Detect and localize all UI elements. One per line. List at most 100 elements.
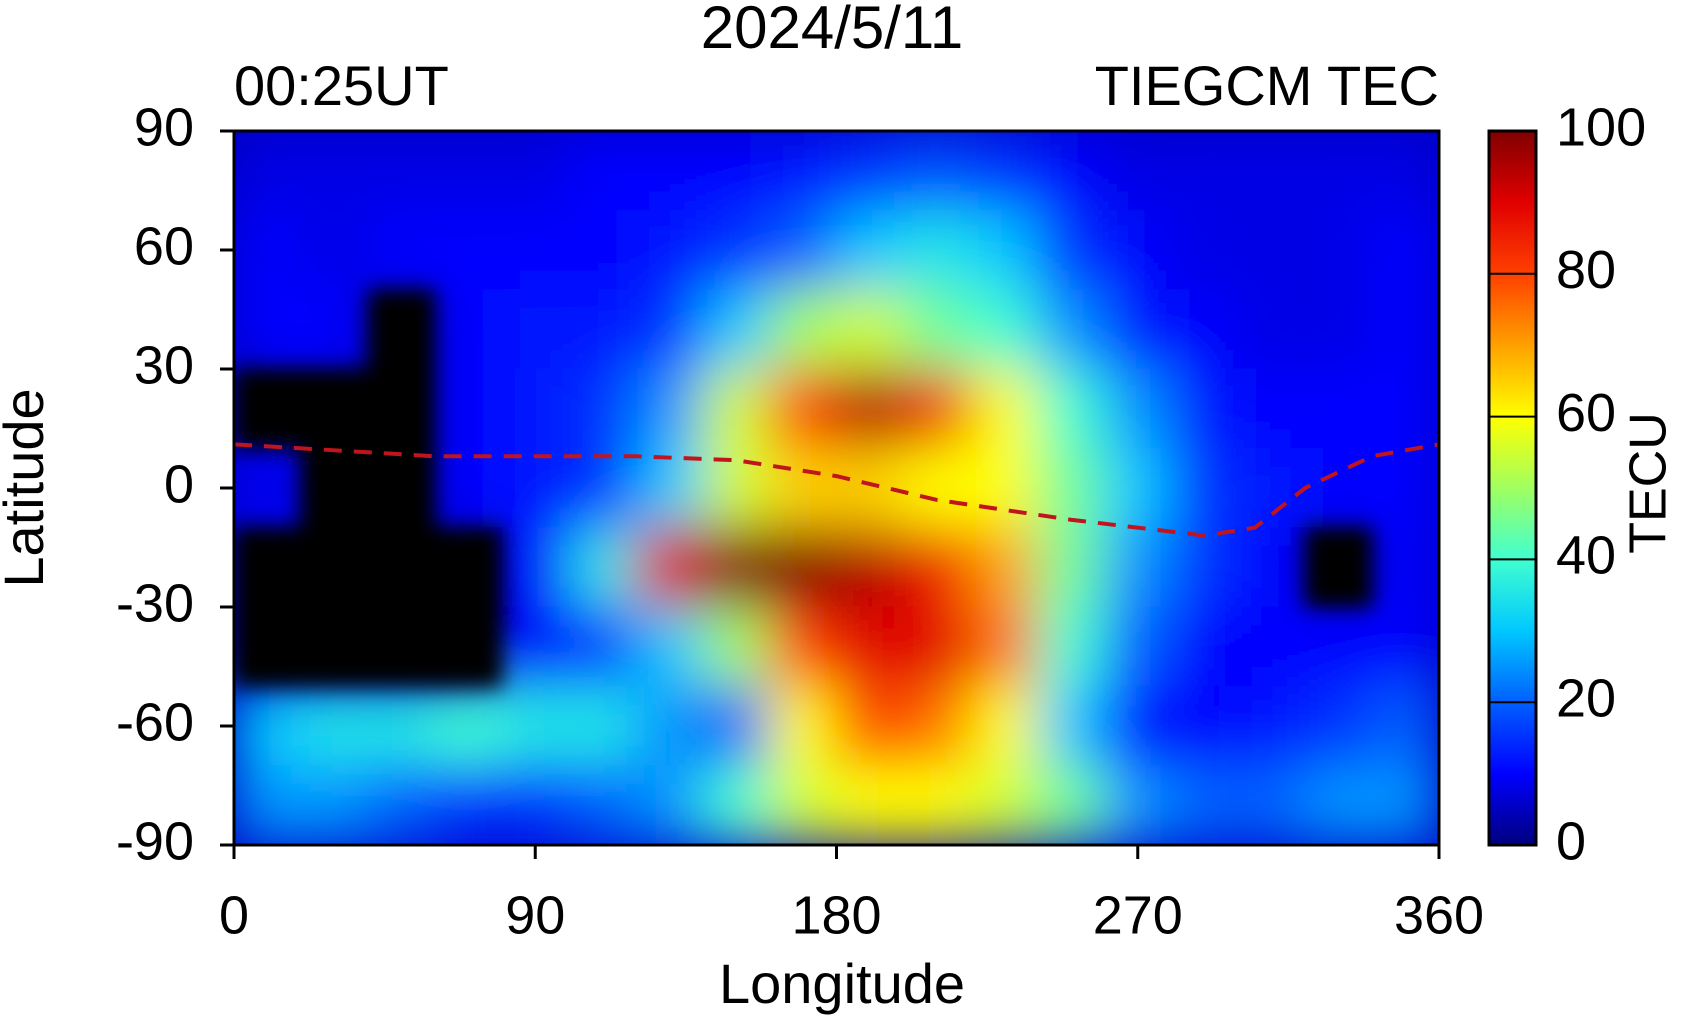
cell xyxy=(1237,368,1306,449)
cell xyxy=(902,447,971,529)
cell xyxy=(769,765,837,845)
cell xyxy=(1103,685,1172,767)
cell xyxy=(1170,765,1239,845)
null-cell xyxy=(367,447,436,529)
cell xyxy=(1170,209,1239,291)
cell xyxy=(902,685,971,767)
cell xyxy=(1036,131,1105,211)
cell xyxy=(1103,289,1172,370)
x-tick-label: 0 xyxy=(219,885,249,945)
cell xyxy=(1304,289,1373,370)
cell xyxy=(702,368,771,449)
x-axis-label: Longitude xyxy=(719,952,965,1015)
cell xyxy=(836,765,904,845)
x-tick-label: 90 xyxy=(505,885,565,945)
cell xyxy=(1036,606,1105,687)
cells xyxy=(234,131,1439,845)
colorbar-tick-label: 80 xyxy=(1556,240,1616,300)
cell xyxy=(300,131,369,211)
cell xyxy=(434,368,503,449)
cell xyxy=(568,368,637,449)
cell xyxy=(902,289,971,370)
cell xyxy=(1170,131,1239,211)
cell xyxy=(769,131,837,211)
cell xyxy=(1304,131,1373,211)
y-tick-label: -60 xyxy=(116,692,194,752)
cell xyxy=(1036,765,1105,845)
colorbar-tick-label: 40 xyxy=(1556,526,1616,586)
cell xyxy=(568,447,637,529)
cell xyxy=(568,685,637,767)
cell xyxy=(969,685,1038,767)
cell xyxy=(300,209,369,291)
cell xyxy=(1237,606,1306,687)
cell xyxy=(1371,289,1439,370)
cell xyxy=(434,765,503,845)
subtitle-left: 00:25UT xyxy=(234,54,449,117)
cell xyxy=(1371,209,1439,291)
cell xyxy=(969,289,1038,370)
cell xyxy=(300,765,369,845)
cell xyxy=(1304,209,1373,291)
cell xyxy=(1103,447,1172,529)
cell xyxy=(1036,685,1105,767)
null-cell xyxy=(300,527,369,608)
cell xyxy=(1036,527,1105,608)
cell xyxy=(702,765,771,845)
cell xyxy=(769,685,837,767)
cell xyxy=(969,527,1038,608)
cell xyxy=(568,209,637,291)
cell xyxy=(635,209,704,291)
cell xyxy=(434,685,503,767)
cell xyxy=(568,606,637,687)
cell xyxy=(234,447,302,529)
cell xyxy=(1304,765,1373,845)
cell xyxy=(769,209,837,291)
colorbar-tick-label: 60 xyxy=(1556,383,1616,443)
cell xyxy=(1371,685,1439,767)
null-cells xyxy=(234,289,1373,687)
cell xyxy=(434,289,503,370)
y-axis-label: Latitude xyxy=(0,388,55,587)
null-cell xyxy=(434,606,503,687)
y-tick-label: -30 xyxy=(116,573,194,633)
null-cell xyxy=(300,447,369,529)
cell xyxy=(1036,289,1105,370)
cell xyxy=(635,685,704,767)
colorbar-tick-label: 20 xyxy=(1556,668,1616,728)
cell xyxy=(1170,527,1239,608)
cell xyxy=(234,685,302,767)
cell xyxy=(568,131,637,211)
cell xyxy=(501,765,570,845)
cell xyxy=(769,606,837,687)
cell xyxy=(1237,527,1306,608)
cell xyxy=(769,368,837,449)
cell xyxy=(902,131,971,211)
cell xyxy=(234,131,302,211)
cell xyxy=(1371,447,1439,529)
cell xyxy=(969,765,1038,845)
cell xyxy=(367,131,436,211)
y-tick-label: 0 xyxy=(164,454,194,514)
colorbar xyxy=(1487,129,1538,847)
cell xyxy=(434,131,503,211)
x-tick-label: 270 xyxy=(1093,885,1183,945)
cell xyxy=(769,447,837,529)
cell xyxy=(1170,447,1239,529)
cell xyxy=(1304,606,1373,687)
cell xyxy=(1103,368,1172,449)
cell xyxy=(1371,606,1439,687)
heatmap xyxy=(234,131,1439,845)
cell xyxy=(501,368,570,449)
cell xyxy=(501,131,570,211)
y-tick-label: 60 xyxy=(134,216,194,276)
cell xyxy=(769,527,837,608)
cell xyxy=(836,368,904,449)
cell xyxy=(836,606,904,687)
cell xyxy=(902,209,971,291)
cell xyxy=(568,527,637,608)
cell xyxy=(702,685,771,767)
cell xyxy=(434,209,503,291)
cell xyxy=(1170,368,1239,449)
